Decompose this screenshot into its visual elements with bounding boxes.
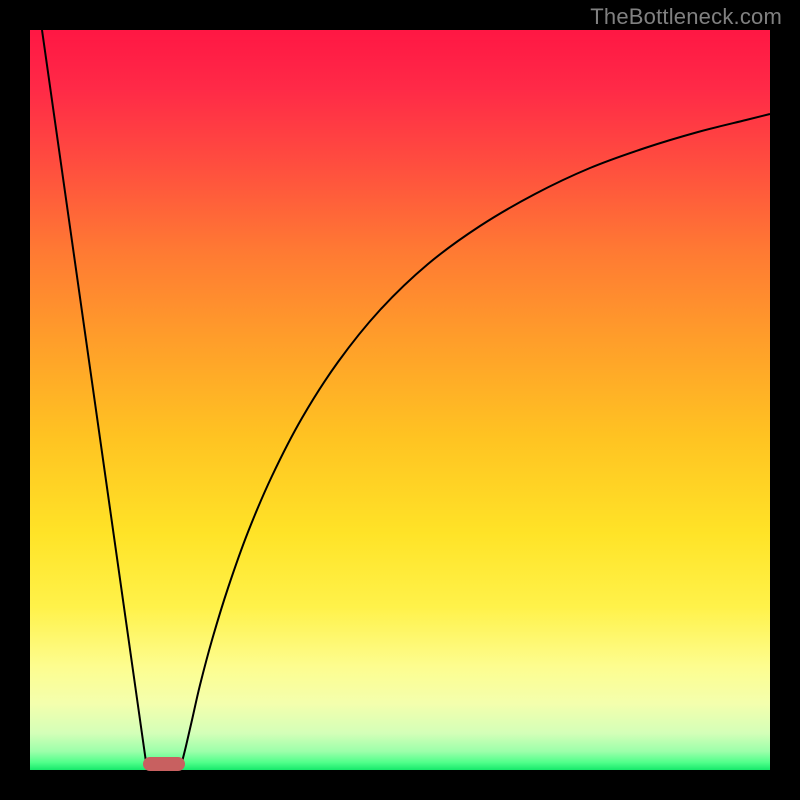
chart-frame: TheBottleneck.com: [0, 0, 800, 800]
plot-area: [30, 30, 770, 770]
bottleneck-curve: [30, 30, 770, 770]
watermark-text: TheBottleneck.com: [590, 4, 782, 30]
optimal-marker: [143, 757, 185, 771]
curve-left-segment: [42, 30, 146, 762]
curve-right-segment: [182, 114, 770, 762]
